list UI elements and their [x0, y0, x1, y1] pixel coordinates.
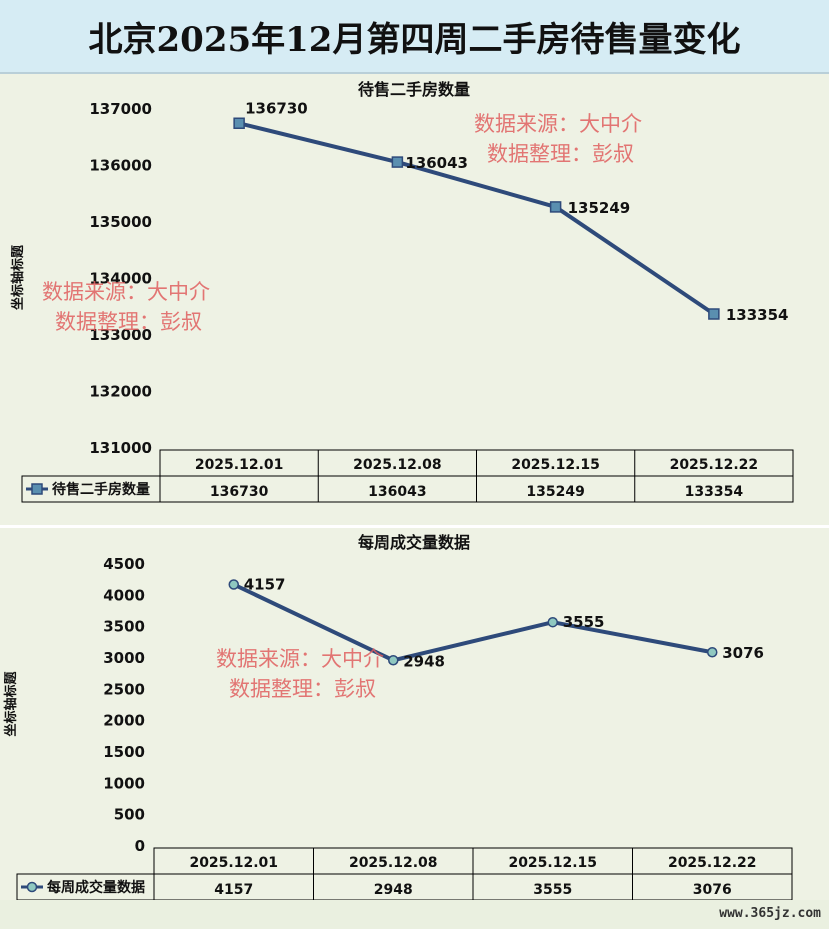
- data-point-3: [707, 646, 718, 658]
- panel-divider: [0, 525, 829, 528]
- y-tick-label-3: 134000: [89, 270, 152, 288]
- y-axis-title: 坐标轴标题: [10, 244, 26, 310]
- chart-panel-transactions: 每周成交量数据 坐标轴标题 0 500 1000 1500 2000 2500 3000 3500…: [0, 528, 829, 901]
- watermark-line1: 数据来源：大中介: [474, 112, 642, 136]
- data-point-2: [549, 201, 562, 213]
- x-category-label-0: 2025.12.01: [195, 457, 284, 473]
- data-point-3: [708, 308, 720, 320]
- y-tick-label-6: 3000: [103, 649, 145, 667]
- x-category-label-3: 2025.12.22: [670, 457, 759, 473]
- banner-title: 北京2025年12月第四周二手房待售量变化: [0, 0, 829, 74]
- data-label-1: 2948: [403, 652, 445, 670]
- x-category-label-0: 2025.12.01: [189, 855, 278, 871]
- chart-title: 每周成交量数据: [358, 533, 470, 552]
- data-point-1: [391, 156, 404, 168]
- legend-marker-key: [31, 483, 43, 495]
- y-tick-label-2: 133000: [89, 326, 152, 344]
- y-tick-label-0: 0: [135, 837, 145, 855]
- y-tick-label-4: 135000: [89, 213, 152, 231]
- watermark-line1: 数据来源：大中介: [216, 647, 384, 671]
- x-category-label-1: 2025.12.08: [349, 855, 438, 871]
- table-value-2: 3555: [533, 882, 572, 898]
- data-label-3: 3076: [722, 644, 764, 662]
- table-value-3: 3076: [693, 882, 732, 898]
- legend-series-name: 待售二手房数量: [52, 481, 150, 498]
- y-tick-label-5: 136000: [89, 157, 152, 175]
- y-tick-label-9: 4500: [103, 555, 145, 573]
- data-label-0: 4157: [244, 575, 286, 593]
- table-value-1: 2948: [374, 882, 413, 898]
- x-category-label-1: 2025.12.08: [353, 457, 442, 473]
- y-tick-label-4: 2000: [103, 712, 145, 730]
- y-tick-label-2: 1000: [103, 774, 145, 792]
- y-tick-label-1: 500: [114, 806, 145, 824]
- data-label-2: 135249: [568, 199, 631, 217]
- table-value-0: 136730: [210, 484, 269, 500]
- data-point-2: [547, 616, 558, 628]
- data-label-2: 3555: [563, 613, 605, 631]
- data-point-0: [228, 579, 239, 590]
- y-tick-label-7: 3500: [103, 618, 145, 636]
- legend-series-name: 每周成交量数据: [47, 879, 145, 896]
- series-line: [232, 582, 713, 663]
- data-label-1: 136043: [405, 154, 468, 172]
- y-tick-label-1: 132000: [89, 383, 152, 401]
- x-category-label-2: 2025.12.15: [508, 855, 597, 871]
- watermark-line2: 数据整理：彭叔: [229, 677, 376, 701]
- data-label-0: 136730: [245, 99, 308, 117]
- table-value-2: 135249: [526, 484, 584, 500]
- watermark-line2: 数据整理：彭叔: [487, 142, 634, 166]
- chart-title: 待售二手房数量: [358, 80, 470, 99]
- y-tick-label-8: 4000: [103, 586, 145, 604]
- series-line: [238, 121, 715, 316]
- chart-panel-listings: 待售二手房数量 坐标轴标题 131000 132000 133000 134000 1350…: [0, 74, 829, 526]
- x-category-label-3: 2025.12.22: [668, 855, 757, 871]
- table-value-1: 136043: [368, 484, 426, 500]
- watermark-line2: 数据整理：彭叔: [55, 310, 202, 334]
- legend-marker-key: [26, 881, 38, 893]
- table-value-0: 4157: [214, 882, 253, 898]
- data-point-0: [233, 117, 245, 130]
- y-tick-label-3: 1500: [103, 743, 145, 761]
- data-point-1: [388, 655, 399, 666]
- data-label-3: 133354: [726, 306, 789, 324]
- x-category-label-2: 2025.12.15: [511, 457, 600, 473]
- transactions-chart: 每周成交量数据坐标轴标题0500100015002000250030003500…: [3, 533, 793, 901]
- y-tick-label-5: 2500: [103, 680, 145, 698]
- watermark-line1: 数据来源：大中介: [42, 280, 210, 304]
- y-axis-title: 坐标轴标题: [3, 671, 19, 737]
- site-footer: www.365jz.com: [719, 906, 821, 921]
- y-tick-label-0: 131000: [89, 439, 152, 457]
- listings-chart: 待售二手房数量坐标轴标题1310001320001330001340001350…: [10, 80, 794, 503]
- table-value-3: 133354: [685, 484, 744, 500]
- y-tick-label-6: 137000: [89, 100, 152, 118]
